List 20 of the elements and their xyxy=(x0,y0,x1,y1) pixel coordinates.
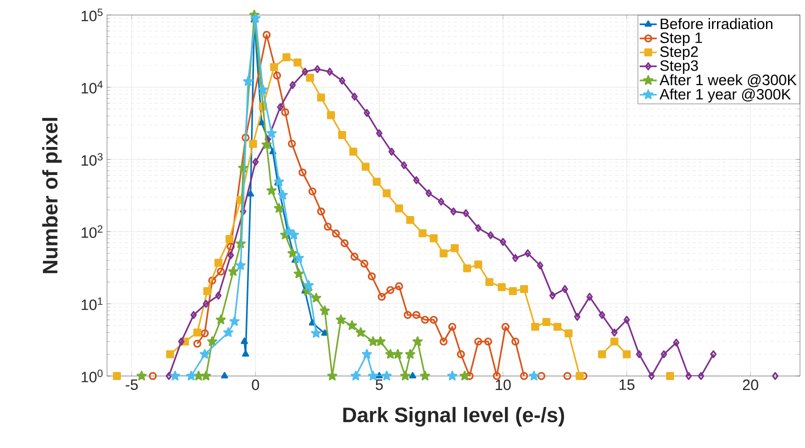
x-tick-label: 10 xyxy=(496,380,511,390)
legend-label: Step3 xyxy=(660,60,698,74)
x-tick-label: 5 xyxy=(376,380,383,390)
x-tick-label: 15 xyxy=(620,380,634,390)
legend-label: Step 1 xyxy=(660,32,702,46)
x-axis-title: Dark Signal level (e-/s) xyxy=(343,406,564,427)
x-tick-label: 20 xyxy=(742,380,758,390)
x-tick-label: 0 xyxy=(252,380,260,390)
y-tick-label: 10$^{2}$ xyxy=(82,225,102,238)
legend-label: Step2 xyxy=(660,46,698,60)
y-tick-label: 10$^{1}$ xyxy=(82,298,102,310)
y-tick-label: 10$^{3}$ xyxy=(82,153,103,166)
legend-label: After 1 year @300K xyxy=(660,88,791,102)
y-axis-title: Number of pixel xyxy=(42,118,62,274)
y-tick-label: 10$^{0}$ xyxy=(82,370,103,382)
y-tick-label: 10$^{5}$ xyxy=(82,8,103,22)
x-tick-label: -5 xyxy=(126,380,138,390)
legend-label: After 1 week @300K xyxy=(660,74,797,88)
legend-label: Before irradiation xyxy=(660,18,772,30)
y-tick-label: 10$^{4}$ xyxy=(82,80,103,94)
